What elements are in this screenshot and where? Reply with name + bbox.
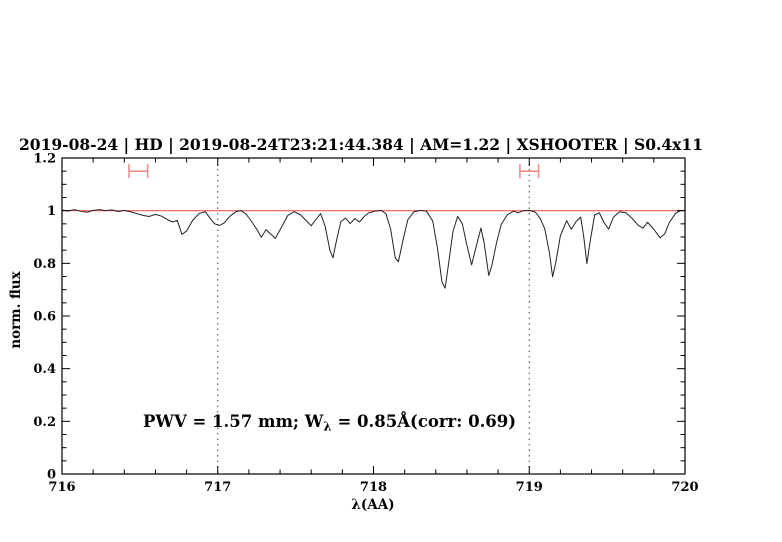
y-axis-label: norm. flux — [8, 270, 24, 348]
chart-layer: 716 717 718 719 720 0 0.2 0.4 0.6 0.8 1 1.2 — [33, 152, 698, 496]
x-tick-label: 717 — [204, 480, 231, 495]
spectrum-line — [61, 209, 686, 289]
pwv-annotation-subscript: λ — [323, 420, 331, 434]
x-tick-label: 716 — [48, 480, 75, 495]
y-tick-label: 1 — [47, 204, 56, 219]
x-tick-label: 720 — [671, 480, 698, 495]
x-tick-label: 719 — [516, 480, 543, 495]
y-tick-label: 1.2 — [33, 152, 56, 167]
x-tick-label: 718 — [360, 480, 387, 495]
y-tick-label: 0.4 — [33, 362, 56, 377]
pwv-annotation-part2: = 0.85Å(corr: 0.69) — [332, 410, 516, 431]
y-tick-label: 0.2 — [33, 415, 56, 430]
y-tick-label: 0 — [47, 468, 56, 483]
pwv-annotation: PWV = 1.57 mm; Wλ = 0.85Å(corr: 0.69) — [143, 410, 516, 434]
plot-title: 2019-08-24 | HD | 2019-08-24T23:21:44.38… — [19, 135, 703, 154]
y-tick-label: 0.8 — [33, 257, 56, 272]
y-tick-label: 0.6 — [33, 310, 56, 325]
x-axis-label: λ(AA) — [351, 497, 394, 513]
pwv-annotation-part1: PWV = 1.57 mm; W — [143, 412, 324, 431]
